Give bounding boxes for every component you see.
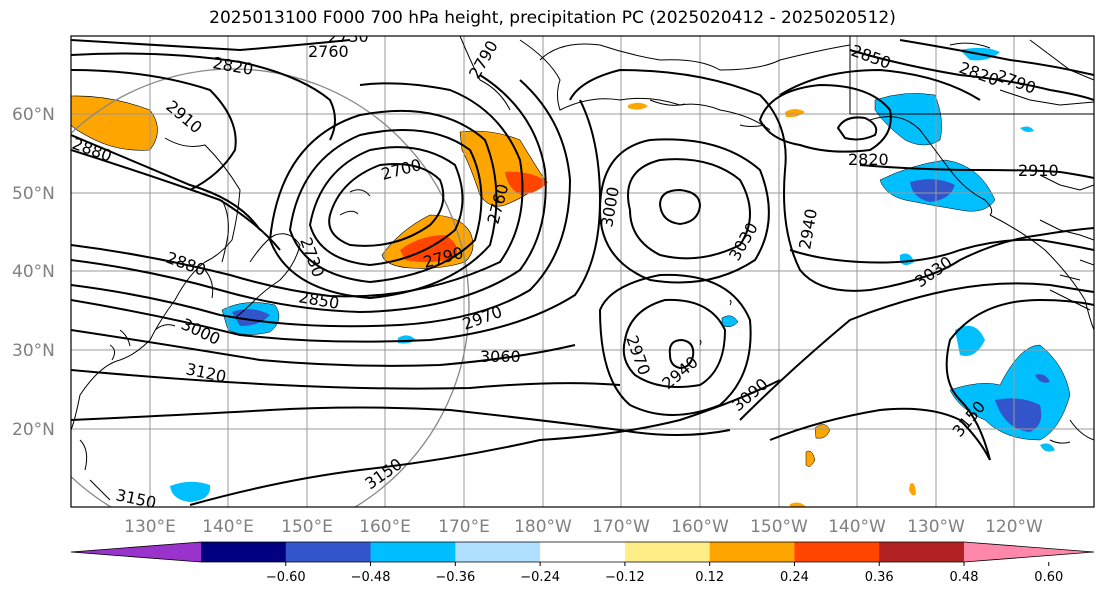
contour-label: 2910 <box>1018 161 1059 180</box>
precip-patch <box>628 102 648 110</box>
lon-label: 140°W <box>828 517 886 537</box>
longitude-labels: 130°E 140°E 150°E 160°E 170°E 180°W 170°… <box>124 517 1043 537</box>
precip-patch <box>721 315 739 328</box>
precip-patch <box>814 424 831 439</box>
lon-label: 120°W <box>985 517 1043 537</box>
colorbar-segment <box>794 542 880 562</box>
region-circle <box>71 68 470 507</box>
lon-label: 170°E <box>438 517 490 537</box>
precip-patch <box>1040 443 1055 452</box>
precip-patch <box>955 325 985 356</box>
lon-label: 140°E <box>202 517 254 537</box>
colorbar-tick-label: −0.24 <box>520 570 560 585</box>
latitude-labels: 60°N 50°N 40°N 30°N 20°N <box>12 105 55 440</box>
precip-patch <box>505 171 548 195</box>
precip-patch <box>790 502 806 507</box>
lon-label: 150°E <box>281 517 333 537</box>
colorbar-segment <box>540 542 626 562</box>
lat-label: 30°N <box>12 341 55 361</box>
colorbar-segment <box>370 542 456 562</box>
contour-label: 3150 <box>114 485 158 512</box>
precip-patch <box>910 179 955 202</box>
lon-label: 170°W <box>592 517 650 537</box>
precip-patch <box>909 483 916 496</box>
colorbar-tick-label: 0.36 <box>865 570 894 585</box>
colorbar-tick-label: −0.12 <box>605 570 645 585</box>
contour-label: 3060 <box>480 347 521 366</box>
colorbar-tick-label: 0.48 <box>950 570 979 585</box>
colorbar-segment <box>709 542 795 562</box>
precip-patch <box>805 450 816 467</box>
lon-label: 160°W <box>671 517 729 537</box>
colorbar-segment <box>964 542 1094 562</box>
colorbar-tick-label: 0.12 <box>695 570 724 585</box>
colorbar: −0.60 −0.48 −0.36 −0.24 −0.12 0.12 0.24 0.36 0.4… <box>70 541 1095 585</box>
colorbar-segment <box>285 542 372 562</box>
colorbar-segment <box>455 542 541 562</box>
lon-label: 160°E <box>359 517 411 537</box>
precip-patch <box>785 109 805 118</box>
colorbar-segment <box>201 542 287 562</box>
contour-label: 2820 <box>848 150 889 169</box>
lon-label: 150°W <box>750 517 808 537</box>
contour-label: 2760 <box>308 42 349 61</box>
lat-label: 60°N <box>12 105 55 125</box>
colorbar-segment <box>71 542 201 562</box>
colorbar-segment <box>879 542 965 562</box>
lon-label: 180°W <box>514 517 572 537</box>
lon-label: 130°E <box>124 517 176 537</box>
colorbar-tick-label: 0.24 <box>780 570 809 585</box>
contour-label: 2730 <box>328 27 369 46</box>
lat-label: 50°N <box>12 184 55 204</box>
colorbar-tick-label: −0.60 <box>266 570 306 585</box>
lat-label: 20°N <box>12 420 55 440</box>
colorbar-tick-label: 0.60 <box>1034 570 1063 585</box>
plot-title: 2025013100 F000 700 hPa height, precipit… <box>209 8 896 28</box>
precipitation-shading <box>71 47 1071 507</box>
colorbar-outline <box>70 541 1095 563</box>
precip-patch <box>1035 374 1050 383</box>
colorbar-segment <box>624 542 711 562</box>
precip-patch <box>995 398 1042 432</box>
precip-patch <box>1020 126 1034 132</box>
lon-label: 130°W <box>907 517 965 537</box>
colorbar-tick-label: −0.36 <box>435 570 475 585</box>
map-frame <box>70 35 1095 508</box>
precip-patch <box>170 481 211 502</box>
precip-patch <box>874 93 942 146</box>
colorbar-tick-label: −0.48 <box>351 570 391 585</box>
height-contours <box>71 39 1094 506</box>
lat-label: 40°N <box>12 262 55 282</box>
